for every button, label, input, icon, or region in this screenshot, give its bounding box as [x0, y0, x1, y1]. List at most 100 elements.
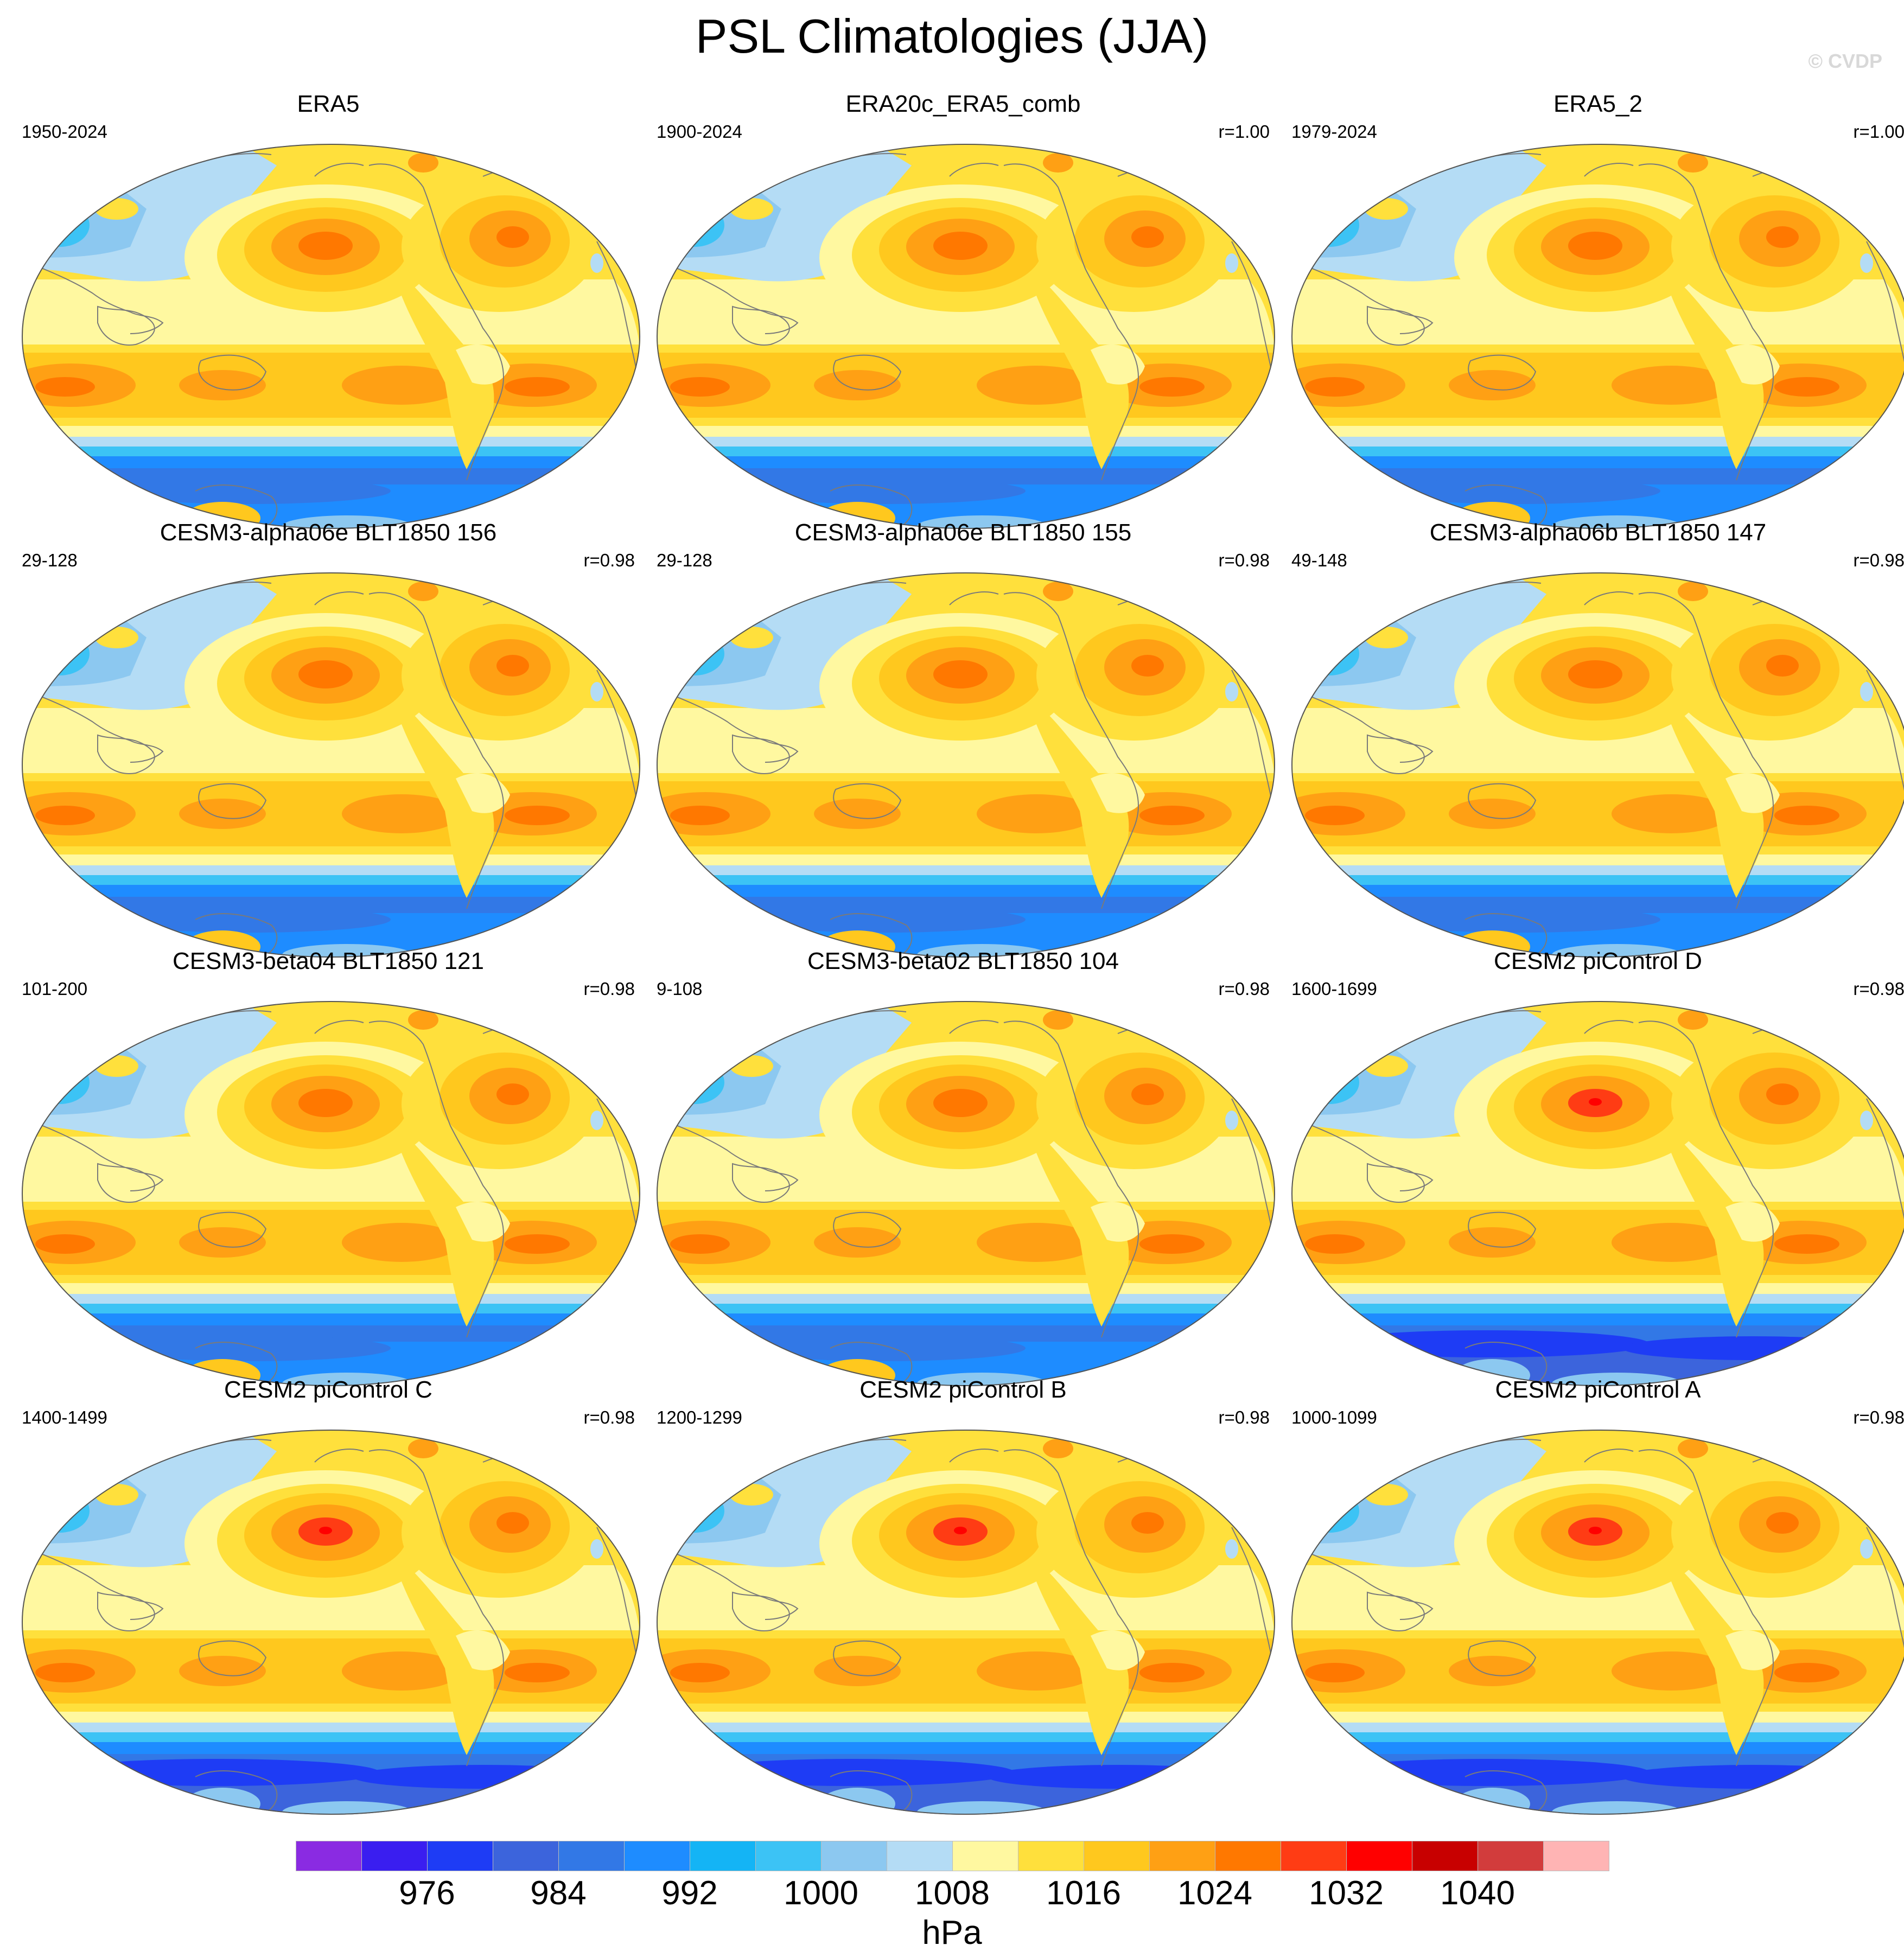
panel-correlation: r=1.00 [1218, 122, 1270, 142]
colorbar-tick-label: 1016 [1046, 1874, 1121, 1912]
panel-years: 29-128 [657, 550, 712, 570]
psl-field [1291, 1430, 1904, 1815]
map-outline [1291, 144, 1904, 529]
psl-map [1291, 1001, 1904, 1386]
colorbar-swatch [1149, 1841, 1215, 1871]
map-outline [1291, 572, 1904, 958]
panel-title: CESM2 piControl A [1495, 1376, 1701, 1403]
psl-field [657, 1430, 1275, 1815]
panel-title: CESM3-alpha06e BLT1850 156 [160, 519, 497, 546]
psl-map [22, 1001, 640, 1386]
colorbar-swatch [1478, 1841, 1544, 1871]
map-outline [657, 1001, 1275, 1386]
map-outline [657, 1430, 1275, 1815]
colorbar-tick-label: 1024 [1177, 1874, 1252, 1912]
colorbar-swatch [1346, 1841, 1412, 1871]
panel-years: 1950-2024 [22, 122, 107, 142]
panel-correlation: r=0.98 [1853, 1407, 1904, 1427]
psl-map [1291, 144, 1904, 529]
map-panel: CESM3-alpha06e BLT1850 155 29-128 r=0.98 [646, 518, 1281, 958]
psl-field [657, 572, 1275, 958]
psl-map [22, 1430, 640, 1815]
panel-correlation: r=0.98 [583, 1407, 635, 1427]
colorbar-swatch [558, 1841, 625, 1871]
colorbar-swatch [887, 1841, 953, 1871]
panel-title: CESM3-alpha06b BLT1850 147 [1429, 519, 1767, 546]
colorbar-swatch [361, 1841, 428, 1871]
colorbar-swatch [1412, 1841, 1478, 1871]
colorbar-swatch [952, 1841, 1018, 1871]
panel-years: 1900-2024 [657, 122, 742, 142]
panel-title: ERA5 [297, 91, 360, 117]
psl-field [657, 144, 1275, 529]
panel-years: 1400-1499 [22, 1407, 107, 1427]
watermark: © CVDP [1808, 50, 1882, 72]
panel-correlation: r=0.98 [1218, 550, 1270, 570]
colorbar-swatch [1543, 1841, 1609, 1871]
panel-years: 29-128 [22, 550, 78, 570]
colorbar-units: hPa [922, 1914, 982, 1951]
panel-correlation: r=0.98 [1218, 979, 1270, 999]
panel-title: CESM2 piControl D [1494, 948, 1702, 974]
colorbar-tick-label: 1008 [915, 1874, 990, 1912]
panel-years: 9-108 [657, 979, 703, 999]
colorbar-swatch [1018, 1841, 1084, 1871]
panel-years: 101-200 [22, 979, 88, 999]
map-panel: CESM3-alpha06b BLT1850 147 49-148 r=0.98 [1281, 518, 1904, 958]
panel-correlation: r=0.98 [1853, 979, 1904, 999]
map-outline [22, 572, 640, 958]
map-panel: CESM2 piControl C 1400-1499 r=0.98 [11, 1375, 646, 1815]
colorbar-swatch [755, 1841, 822, 1871]
psl-map [1291, 572, 1904, 958]
map-outline [657, 144, 1275, 529]
panel-title: CESM2 piControl B [859, 1376, 1067, 1403]
map-outline [1291, 1001, 1904, 1386]
panel-years: 1200-1299 [657, 1407, 742, 1427]
panel-correlation: r=0.98 [583, 979, 635, 999]
panel-title: CESM3-beta04 BLT1850 121 [173, 948, 484, 974]
colorbar-tick-label: 1032 [1309, 1874, 1384, 1912]
map-outline [22, 1430, 640, 1815]
colorbar [296, 1841, 1609, 1871]
psl-map [657, 572, 1275, 958]
colorbar-tick-label: 976 [399, 1874, 455, 1912]
map-outline [657, 572, 1275, 958]
colorbar-tick-label: 1040 [1440, 1874, 1515, 1912]
psl-map [657, 1430, 1275, 1815]
map-outline [22, 144, 640, 529]
psl-field [1291, 572, 1904, 958]
colorbar-swatch [296, 1841, 362, 1871]
colorbar-swatch [427, 1841, 493, 1871]
panel-years: 1979-2024 [1291, 122, 1377, 142]
panel-correlation: r=0.98 [1853, 550, 1904, 570]
colorbar-swatch [1281, 1841, 1347, 1871]
psl-field [22, 1430, 640, 1815]
map-outline [22, 1001, 640, 1386]
colorbar-swatch [624, 1841, 690, 1871]
panel-title: ERA20c_ERA5_comb [845, 91, 1081, 117]
panel-correlation: r=0.98 [583, 550, 635, 570]
panel-years: 1600-1699 [1291, 979, 1377, 999]
figure-title: PSL Climatologies (JJA) [695, 9, 1209, 63]
psl-map [657, 144, 1275, 529]
map-panel: CESM3-alpha06e BLT1850 156 29-128 r=0.98 [11, 518, 646, 958]
psl-field [22, 1001, 640, 1386]
psl-map [1291, 1430, 1904, 1815]
panel-correlation: r=1.00 [1853, 122, 1904, 142]
map-outline [1291, 1430, 1904, 1815]
psl-field [22, 144, 640, 529]
psl-map [657, 1001, 1275, 1386]
psl-field [22, 572, 640, 958]
map-panel: CESM2 piControl D 1600-1699 r=0.98 [1281, 947, 1904, 1386]
map-panel: CESM2 piControl A 1000-1099 r=0.98 [1281, 1375, 1904, 1815]
colorbar-tick-label: 1000 [784, 1874, 858, 1912]
psl-map [22, 572, 640, 958]
panel-years: 49-148 [1291, 550, 1347, 570]
map-panel: CESM2 piControl B 1200-1299 r=0.98 [646, 1375, 1281, 1815]
map-panel: CESM3-beta04 BLT1850 121 101-200 r=0.98 [11, 947, 646, 1386]
psl-field [1291, 144, 1904, 529]
map-panel: ERA20c_ERA5_comb 1900-2024 r=1.00 [646, 90, 1281, 529]
colorbar-swatch [493, 1841, 559, 1871]
colorbar-swatch [1084, 1841, 1150, 1871]
